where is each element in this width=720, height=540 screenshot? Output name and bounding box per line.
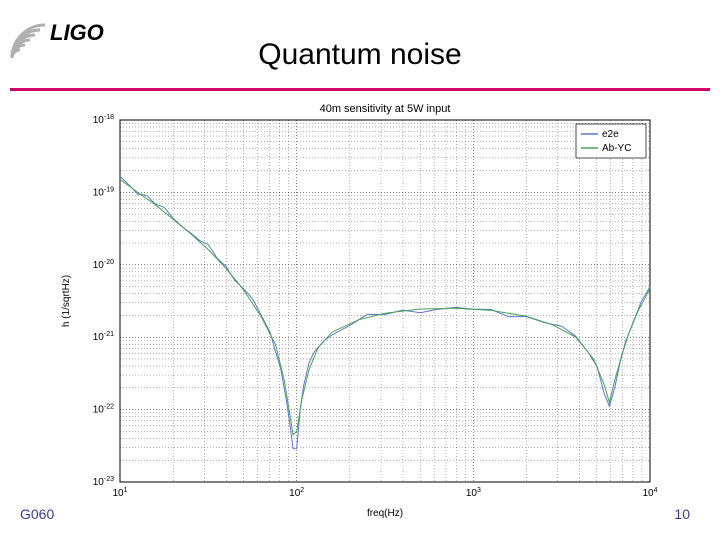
plot-area xyxy=(120,120,650,482)
svg-text:10-18: 10-18 xyxy=(93,114,114,126)
svg-text:10-22: 10-22 xyxy=(93,404,114,416)
doc-number: G060 xyxy=(20,506,54,522)
svg-text:10-23: 10-23 xyxy=(93,476,114,488)
sensitivity-chart: 40m sensitivity at 5W input 101 102 103 104 1… xyxy=(55,100,665,520)
slide: LIGO Quantum noise 40m sensitivity at 5W… xyxy=(0,0,720,540)
legend-label-Ab-YC: Ab-YC xyxy=(602,143,631,154)
chart-title: 40m sensitivity at 5W input xyxy=(320,103,451,115)
slide-title: Quantum noise xyxy=(0,38,720,72)
svg-text:10-21: 10-21 xyxy=(93,331,114,343)
svg-text:102: 102 xyxy=(289,487,304,499)
svg-text:101: 101 xyxy=(112,487,127,499)
title-divider xyxy=(10,88,710,91)
svg-text:10-19: 10-19 xyxy=(93,186,114,198)
svg-text:104: 104 xyxy=(642,487,657,499)
svg-text:10-20: 10-20 xyxy=(93,259,114,271)
page-number: 10 xyxy=(674,506,690,522)
x-axis-label: freq(Hz) xyxy=(367,508,403,519)
svg-text:103: 103 xyxy=(466,487,481,499)
legend-label-e2e: e2e xyxy=(602,129,619,140)
y-axis-label: h (1/sqrtHz) xyxy=(61,275,72,327)
